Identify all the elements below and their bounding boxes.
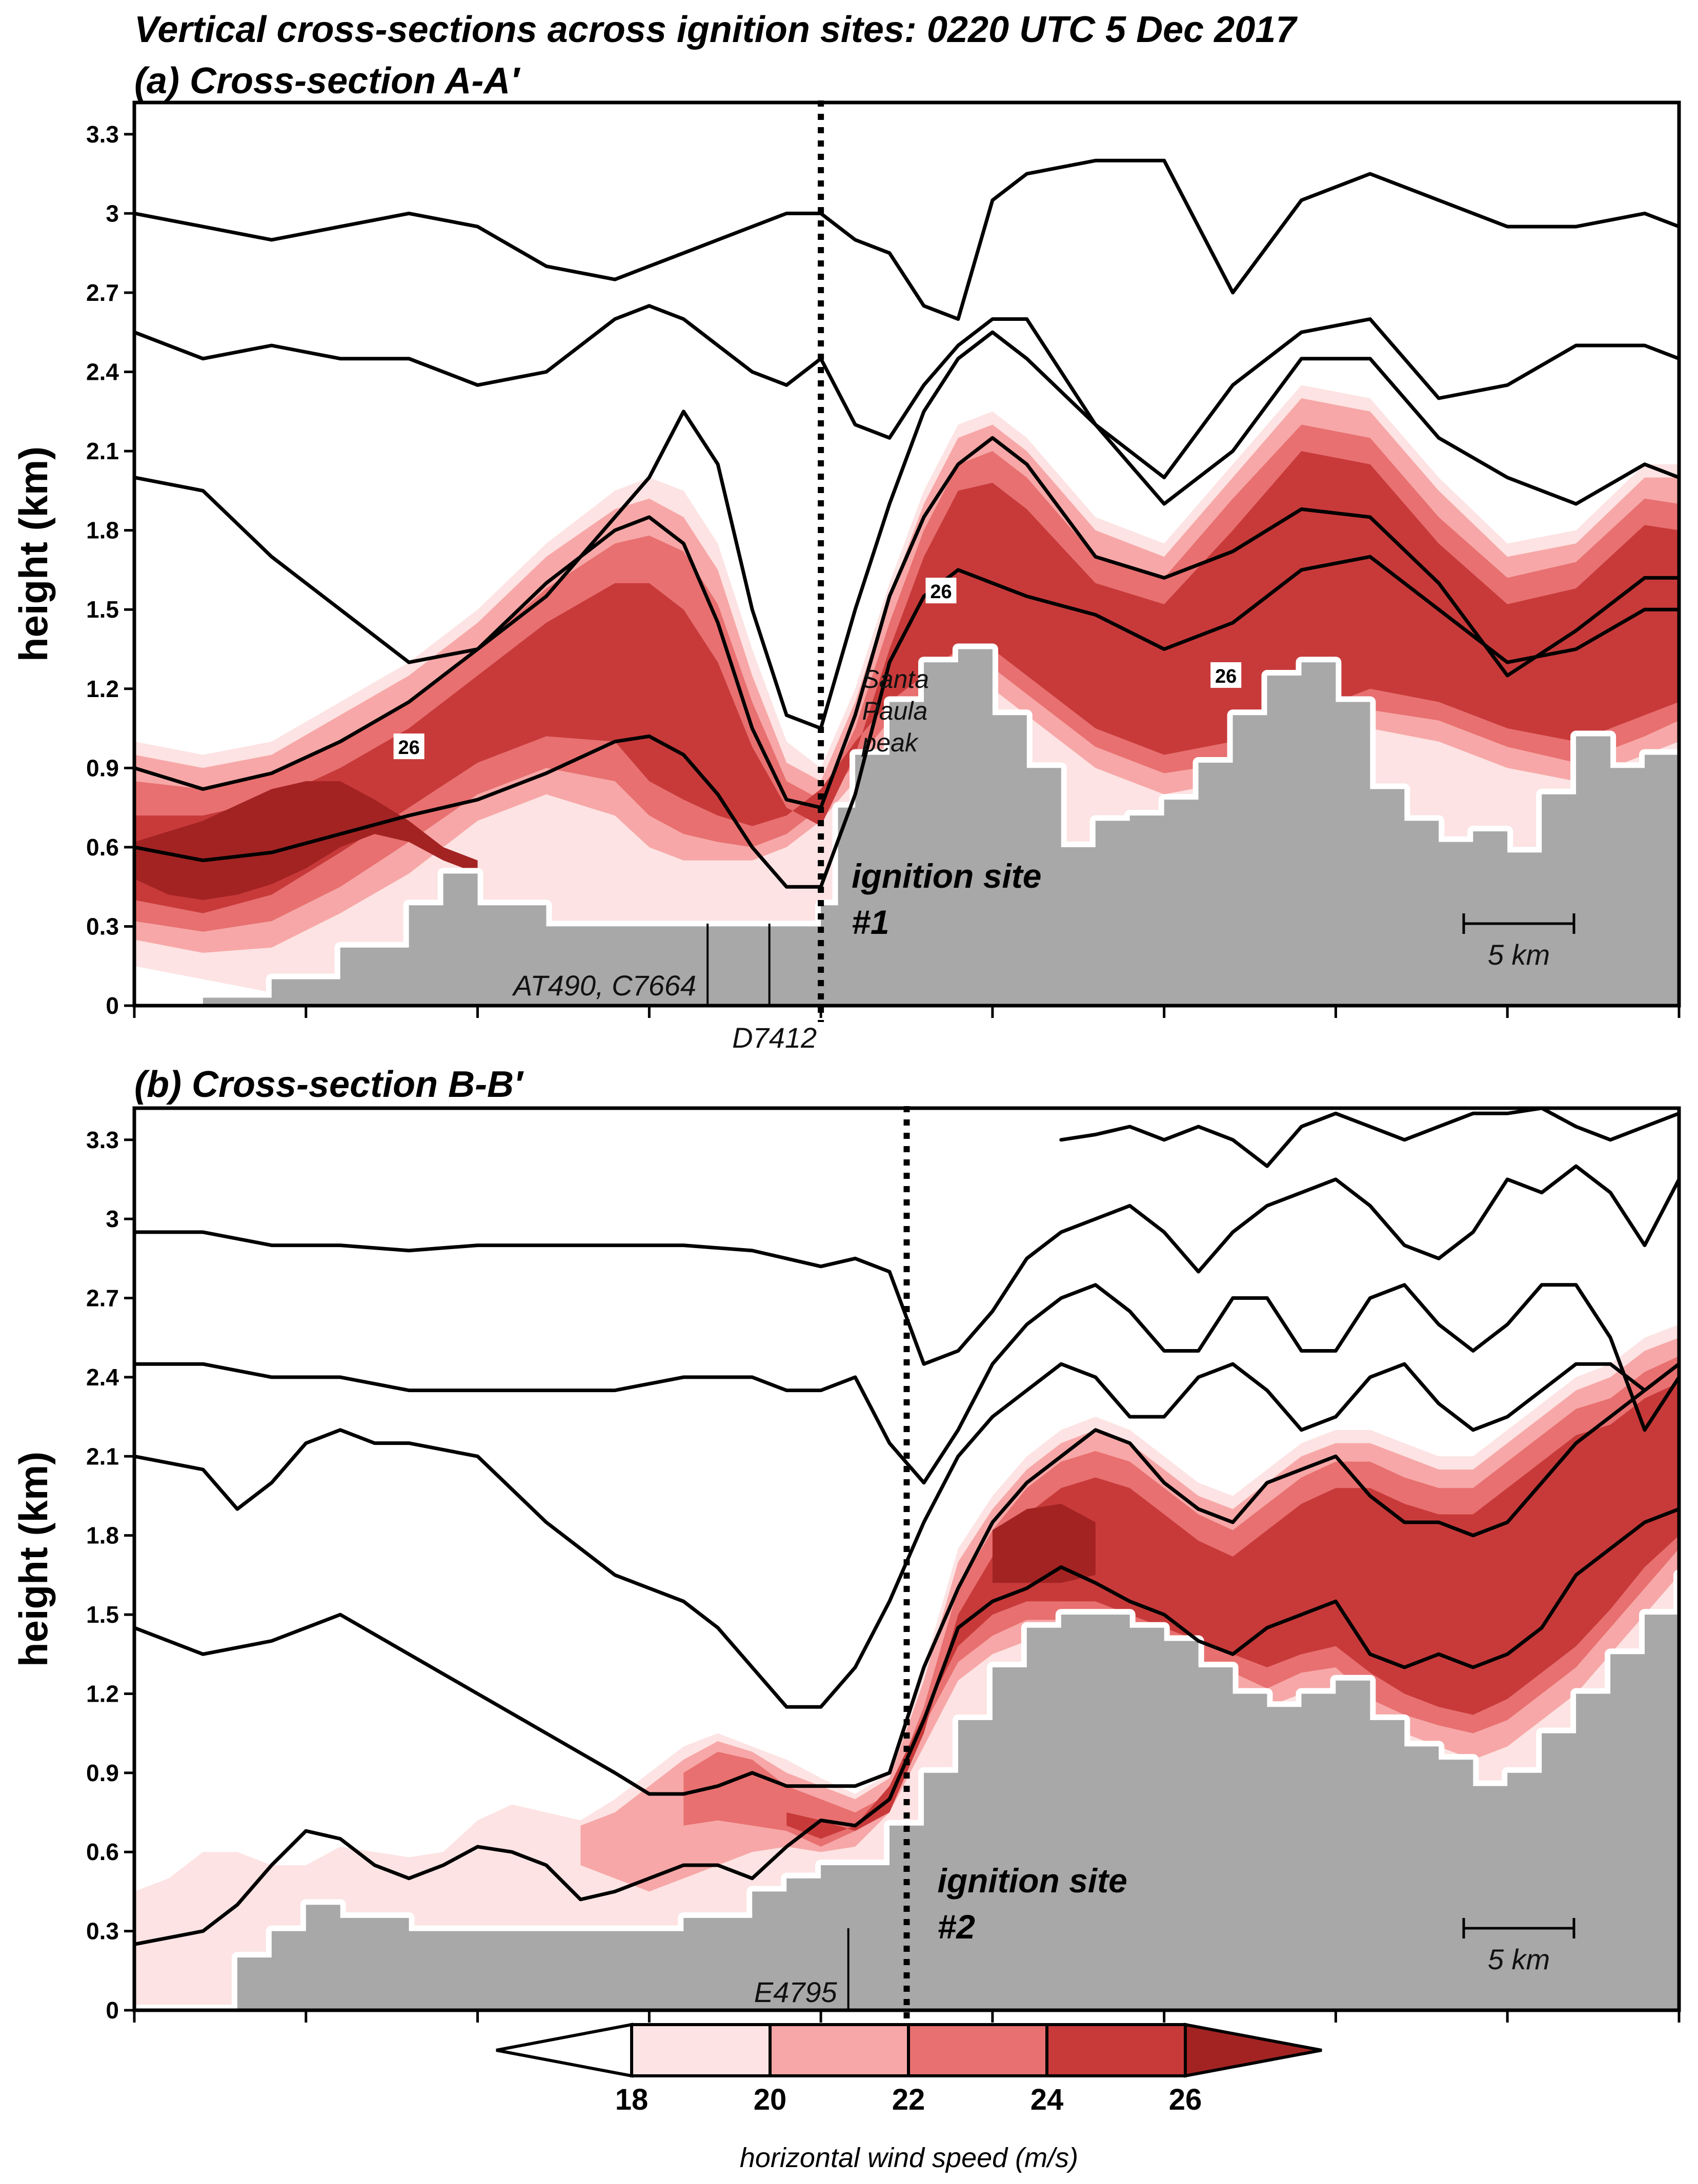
peak-label: peak: [861, 728, 919, 757]
scale-bar-label: 5 km: [1488, 938, 1550, 971]
contour-label-box: [925, 578, 957, 604]
y-tick-label: 2.4: [86, 1364, 119, 1391]
contour-label: 26: [1215, 666, 1237, 687]
y-tick-label: 3.3: [86, 1127, 119, 1153]
colorbar-tick-label: 26: [1169, 2083, 1202, 2116]
colorbar-max-extension: [1184, 2023, 1322, 2078]
contour-line: [134, 330, 1679, 730]
y-tick-label: 2.4: [86, 359, 119, 385]
colorbar-tick-label: 18: [615, 2083, 649, 2116]
station-label: E4795: [754, 1976, 838, 2008]
plot-area: 26 26 26: [134, 158, 1679, 1006]
colorbar-segment: [907, 2023, 1048, 2077]
scale-bar-label: 5 km: [1488, 1943, 1550, 1975]
contour-line: [134, 304, 1679, 480]
peak-label: Santa: [862, 665, 929, 693]
panel-title: (a) Cross-section A-A′: [134, 60, 520, 101]
contour-line: [134, 1362, 1679, 1796]
contour-line: [134, 555, 1679, 889]
contour-label-box: [1210, 662, 1242, 688]
colorbar-segment: [769, 2023, 910, 2077]
y-tick-label: 1.2: [86, 676, 119, 702]
wind-band-26: [992, 1503, 1096, 1583]
y-tick-label: 3: [106, 1206, 119, 1232]
y-tick-label: 0.3: [86, 1918, 119, 1945]
terrain: [134, 649, 1679, 1006]
y-tick-label: 2.1: [86, 438, 119, 464]
y-tick-label: 0.6: [86, 834, 119, 861]
y-tick-label: 2.7: [86, 279, 119, 306]
panel-b: (b) Cross-section B-B′ ignition site #2 E47…: [11, 1064, 1681, 2027]
station-label: AT490, C7664: [512, 969, 696, 1002]
wind-band-24: [134, 451, 1679, 913]
figure-title: Vertical cross-sections across ignition …: [134, 9, 1298, 50]
y-tick-label: 3.3: [86, 121, 119, 148]
colorbar-title: horizontal wind speed (m/s): [740, 2142, 1078, 2173]
contour-label: 26: [398, 737, 420, 759]
y-axis-label: height (km): [11, 446, 56, 662]
y-tick-label: 0.6: [86, 1839, 119, 1865]
panel-a: (a) Cross-section A-A′ 26 26 26 ignition sit…: [11, 60, 1681, 1054]
ignition-site-label: ignition site: [938, 1862, 1127, 1900]
station-label: D7412: [732, 1022, 817, 1054]
y-tick-label: 1.8: [86, 517, 119, 544]
y-tick-label: 2.7: [86, 1285, 119, 1312]
panel-frame: [132, 1106, 1681, 2012]
ignition-site-label: ignition site: [852, 857, 1041, 895]
y-axis-label: height (km): [11, 1452, 56, 1667]
terrain: [134, 1575, 1679, 2010]
y-tick-label: 2.1: [86, 1443, 119, 1469]
wind-band-26: [134, 781, 478, 900]
contour-label-box: [393, 733, 424, 760]
colorbar-segment: [1045, 2023, 1187, 2077]
y-tick-label: 0: [106, 992, 119, 1019]
contour-line: [134, 1164, 1679, 1366]
peak-label: Paula: [862, 697, 927, 725]
colorbar-tick-label: 24: [1030, 2083, 1064, 2116]
panel-title: (b) Cross-section B-B′: [134, 1064, 524, 1105]
y-tick-label: 1.5: [86, 596, 119, 623]
colorbar-tick-label: 20: [754, 2083, 787, 2116]
colorbar-segment: [630, 2023, 772, 2077]
contour-line: [1059, 1108, 1679, 1168]
contour-line: [134, 158, 1679, 321]
y-tick-label: 1.5: [86, 1601, 119, 1628]
panel-frame: [132, 100, 1681, 1008]
contour-line: [134, 1507, 1679, 1946]
contour-line: [134, 436, 1679, 810]
y-tick-label: 1.8: [86, 1522, 119, 1549]
ignition-site-number: #1: [852, 903, 889, 941]
colorbar-min-extension: [496, 2023, 633, 2078]
y-tick-label: 0.3: [86, 913, 119, 940]
y-tick-label: 0.9: [86, 754, 119, 781]
plot-area: [134, 1108, 1679, 2010]
colorbar-tick-label: 22: [892, 2083, 925, 2116]
y-tick-label: 0: [106, 1997, 119, 2024]
y-tick-label: 0.9: [86, 1760, 119, 1786]
wind-band-24: [786, 1382, 1679, 1839]
contour-label: 26: [930, 581, 952, 603]
colorbar: 18 20 22 24 26 horizontal wind speed (m/s): [496, 2023, 1322, 2173]
contour-line: [134, 1362, 1679, 1709]
y-tick-label: 3: [106, 200, 119, 227]
y-tick-label: 1.2: [86, 1680, 119, 1707]
ignition-site-number: #2: [938, 1908, 976, 1946]
contour-line: [134, 1283, 1679, 1485]
